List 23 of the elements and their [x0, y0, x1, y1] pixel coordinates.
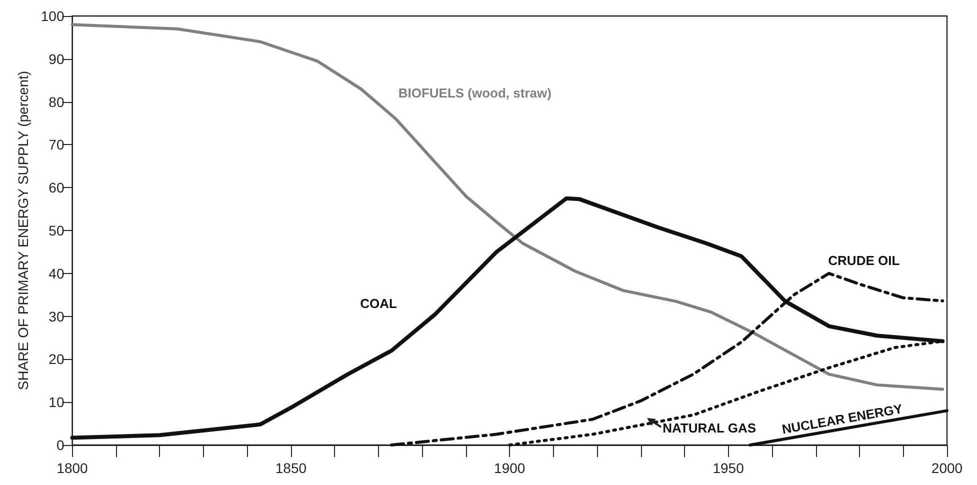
y-tick-label: 30 — [48, 308, 64, 324]
y-tick-label: 80 — [48, 94, 64, 110]
y-tick-label: 40 — [48, 265, 64, 282]
y-tick-label: 10 — [48, 394, 64, 410]
x-tick-label: 1800 — [56, 460, 88, 476]
y-tick-label: 50 — [48, 222, 64, 238]
y-tick-label: 90 — [48, 50, 64, 67]
x-tick-label: 1850 — [275, 460, 307, 476]
y-tick-label: 70 — [48, 136, 64, 153]
text: COAL — [360, 296, 398, 312]
y-tick-label: 60 — [48, 180, 64, 196]
x-tick-label: 2000 — [931, 460, 963, 476]
x-tick-label: 1900 — [494, 460, 526, 476]
series-label: NATURAL GAS — [662, 420, 756, 436]
y-tick-label: 20 — [48, 351, 64, 368]
series-label: BIOFUELS (wood, straw) — [398, 86, 552, 101]
x-tick-label: 1950 — [712, 460, 744, 476]
line-series — [70, 23, 944, 391]
text: NUCLEAR ENERGY — [780, 401, 904, 437]
y-axis-title: SHARE OF PRIMARY ENERGY SUPPLY (percent) — [15, 70, 31, 390]
y-tick-label: 0 — [56, 437, 64, 453]
y-tick-label: 100 — [40, 8, 64, 24]
series-label: CRUDE OIL — [828, 252, 900, 268]
